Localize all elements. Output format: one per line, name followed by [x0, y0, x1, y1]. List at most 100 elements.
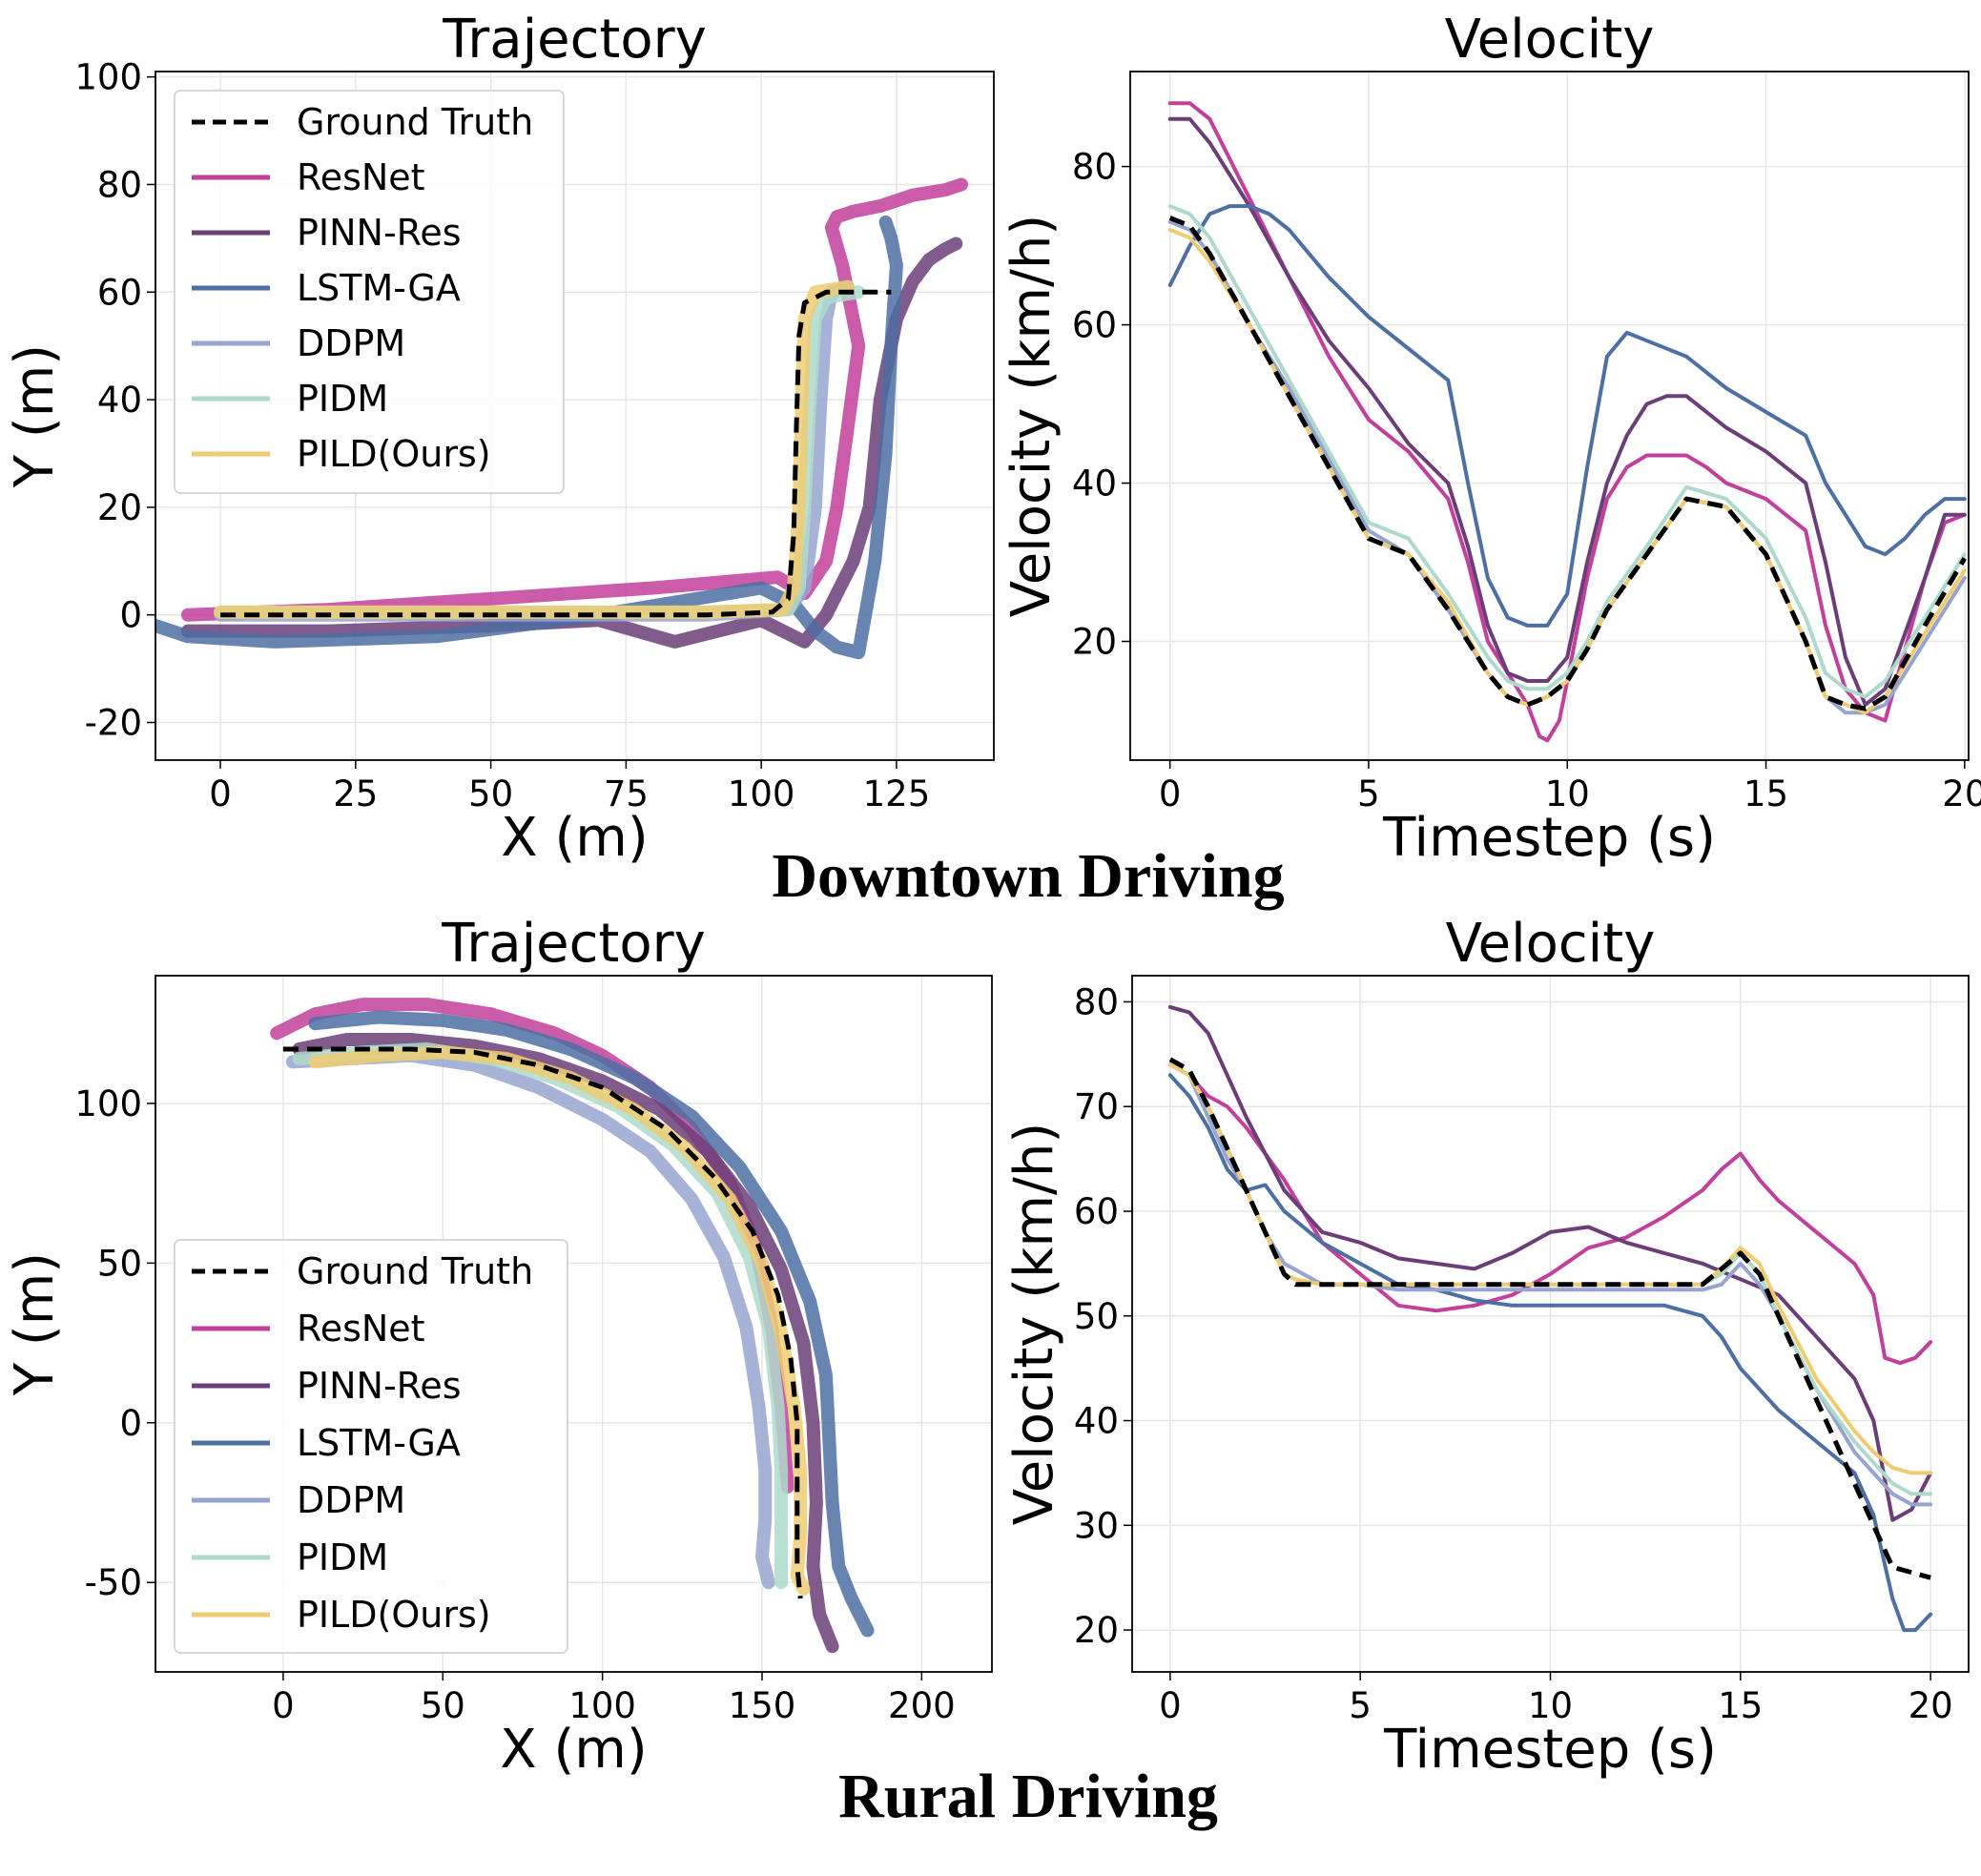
legend-label-pinn-res: PINN-Res — [297, 212, 462, 254]
y-tick-label: 0 — [119, 595, 142, 636]
series-line-pinn-res — [292, 1033, 839, 1654]
y-tick-label: 50 — [1074, 1296, 1119, 1337]
legend-frame — [174, 90, 565, 494]
series-line-ground-truth — [282, 1046, 803, 1599]
rural-trajectory-chart: 0 50 100 150 200 -50 0 50 100 Trajectory X (m) Y (m… — [4, 913, 993, 1781]
x-axis-label: X (m) — [501, 807, 648, 869]
axes-frame — [1129, 71, 1970, 761]
legend-label-resnet: ResNet — [297, 156, 425, 198]
series-line-pidm — [1167, 204, 1967, 699]
y-tick-label: 60 — [1072, 305, 1117, 346]
section-title-rural: Rural Driving — [838, 1762, 1218, 1831]
x-tick-label: 20 — [1909, 1685, 1953, 1726]
x-tick-label: 0 — [1159, 1685, 1182, 1726]
series-line-pinn-res — [1167, 1004, 1933, 1522]
y-tick-label: 20 — [1074, 1610, 1119, 1651]
y-axis-label: Velocity (km/h) — [1003, 1123, 1065, 1526]
x-tick-label: 0 — [209, 773, 232, 814]
plot-area — [155, 177, 968, 660]
chart-title: Trajectory — [441, 913, 706, 975]
series-line-pild-ours — [1167, 1062, 1933, 1475]
section-title-downtown: Downtown Driving — [772, 841, 1284, 911]
x-tick-label: 25 — [333, 773, 378, 814]
x-axis-label: Timestep (s) — [1383, 1719, 1717, 1781]
y-tick-label: 40 — [1072, 464, 1117, 505]
x-tick-label: 10 — [1545, 773, 1590, 814]
y-tick-label: 40 — [1074, 1401, 1119, 1442]
series-line-ground-truth — [1168, 216, 1967, 711]
x-tick-label: 100 — [728, 773, 795, 814]
x-tick-label: 20 — [1942, 773, 1981, 814]
legend: Ground Truth ResNet PINN-Res LSTM-GA DDPM PID… — [174, 1239, 568, 1654]
series-line-ground-truth — [1168, 1057, 1931, 1580]
plot-area — [1167, 101, 1967, 743]
series-line-pild-ours — [214, 279, 855, 619]
legend-label-ddpm: DDPM — [297, 1479, 405, 1521]
series-line-lstm-ga — [155, 215, 903, 660]
x-axis-label: Timestep (s) — [1382, 807, 1716, 869]
x-tick-label: 15 — [1718, 1685, 1763, 1726]
series-line-lstm-ga — [1167, 1073, 1933, 1633]
y-tick-label: 20 — [1072, 622, 1117, 663]
axes-frame — [155, 71, 995, 761]
series-line-resnet — [1167, 101, 1967, 743]
y-tick-label: -50 — [85, 1562, 142, 1603]
y-tick-label: 100 — [74, 57, 142, 98]
series-line-pild-ours — [308, 1045, 811, 1596]
series-line-ground-truth — [220, 289, 892, 618]
rural-velocity-chart: 0 5 10 15 20 20 30 40 50 60 70 80 Velocity Timestep (… — [1003, 913, 1970, 1781]
legend-label-pild-ours: PILD(Ours) — [297, 433, 491, 475]
y-tick-label: 0 — [119, 1403, 142, 1444]
plot-area — [1167, 1004, 1933, 1633]
x-tick-label: 75 — [604, 773, 649, 814]
legend-label-lstm-ga: LSTM-GA — [297, 1422, 461, 1464]
x-tick-label: 15 — [1744, 773, 1788, 814]
y-tick-label: 50 — [97, 1243, 142, 1284]
legend-label-pinn-res: PINN-Res — [297, 1365, 462, 1407]
legend-label-pild-ours: PILD(Ours) — [297, 1594, 491, 1636]
x-tick-label: 200 — [888, 1685, 956, 1726]
axes-frame — [155, 975, 993, 1673]
legend: Ground Truth ResNet PINN-Res LSTM-GA DDPM PID… — [174, 90, 565, 494]
legend-label-pidm: PIDM — [297, 378, 388, 420]
y-tick-label: 20 — [97, 487, 142, 528]
legend-label-ground-truth: Ground Truth — [297, 1250, 533, 1292]
y-tick-label: 80 — [1074, 981, 1119, 1022]
legend-frame — [174, 1239, 568, 1654]
x-tick-label: 5 — [1357, 773, 1380, 814]
y-tick-label: 60 — [1074, 1191, 1119, 1232]
series-line-lstm-ga — [308, 1010, 875, 1638]
y-tick-label: -20 — [85, 703, 142, 744]
y-tick-label: 60 — [97, 272, 142, 313]
y-tick-label: 30 — [1074, 1505, 1119, 1546]
x-tick-label: 125 — [863, 773, 931, 814]
chart-title: Trajectory — [442, 9, 707, 71]
y-tick-label: 80 — [97, 164, 142, 205]
y-tick-label: 70 — [1074, 1086, 1119, 1127]
legend-label-resnet: ResNet — [297, 1308, 425, 1350]
series-line-resnet — [181, 177, 968, 622]
y-tick-label: 40 — [97, 380, 142, 421]
legend-label-ground-truth: Ground Truth — [297, 101, 533, 143]
downtown-velocity-chart: 0 5 10 15 20 20 40 60 80 Velocity Timestep (s) Velo… — [1001, 9, 1981, 869]
y-axis-label: Y (m) — [4, 1252, 66, 1396]
x-tick-label: 150 — [729, 1685, 796, 1726]
downtown-trajectory-chart: 0 25 50 75 100 125 -20 0 20 40 60 80 100 Trajectory X … — [4, 9, 995, 869]
x-tick-label: 10 — [1528, 1685, 1573, 1726]
x-tick-label: 50 — [468, 773, 513, 814]
y-tick-label: 100 — [74, 1083, 142, 1124]
y-axis-label: Velocity (km/h) — [1001, 215, 1063, 618]
y-axis-label: Y (m) — [4, 344, 66, 488]
x-tick-label: 0 — [1159, 773, 1182, 814]
x-tick-label: 50 — [421, 1685, 465, 1726]
x-axis-label: X (m) — [500, 1719, 647, 1781]
series-line-pinn-res — [1167, 116, 1967, 707]
chart-title: Velocity — [1445, 9, 1655, 71]
x-tick-label: 0 — [272, 1685, 295, 1726]
x-tick-label: 100 — [568, 1685, 636, 1726]
legend-label-lstm-ga: LSTM-GA — [297, 267, 461, 309]
chart-title: Velocity — [1446, 913, 1656, 975]
x-tick-label: 5 — [1349, 1685, 1372, 1726]
legend-label-ddpm: DDPM — [297, 322, 405, 364]
